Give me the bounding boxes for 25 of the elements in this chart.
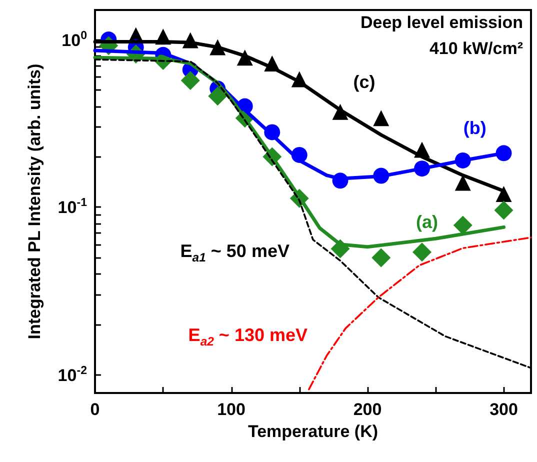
line-series [308, 236, 532, 390]
series-label: (b) [463, 118, 486, 138]
series-label: (c) [353, 72, 376, 92]
point [372, 248, 391, 268]
point [180, 70, 200, 90]
point [494, 200, 514, 220]
series-label: E$_{a2}$ ~ 130 meV [188, 325, 308, 350]
x-tick-label: 0 [90, 400, 100, 419]
annotation: 410 kW/cm² [429, 39, 524, 58]
series-label: (a) [416, 212, 438, 232]
point [412, 242, 432, 262]
point [373, 110, 390, 126]
y-tick-label: 10$^{-1}$ [58, 197, 87, 218]
point [454, 174, 471, 191]
series-label: E$_{a1}$ ~ 50 meV [180, 241, 290, 265]
x-axis-title: Temperature (K) [248, 422, 378, 441]
point [208, 86, 228, 106]
y-tick-label: 10$^{-2}$ [58, 365, 87, 385]
x-tick-label: 300 [490, 400, 518, 419]
y-axis-title: Integrated PL Intensity (arb. units) [25, 64, 44, 340]
y-tick-label: 10$^{0}$ [62, 30, 87, 50]
x-tick-label: 100 [217, 400, 246, 419]
x-tick-label: 200 [353, 400, 382, 419]
annotation: Deep level emission [360, 13, 524, 32]
point [453, 216, 472, 235]
